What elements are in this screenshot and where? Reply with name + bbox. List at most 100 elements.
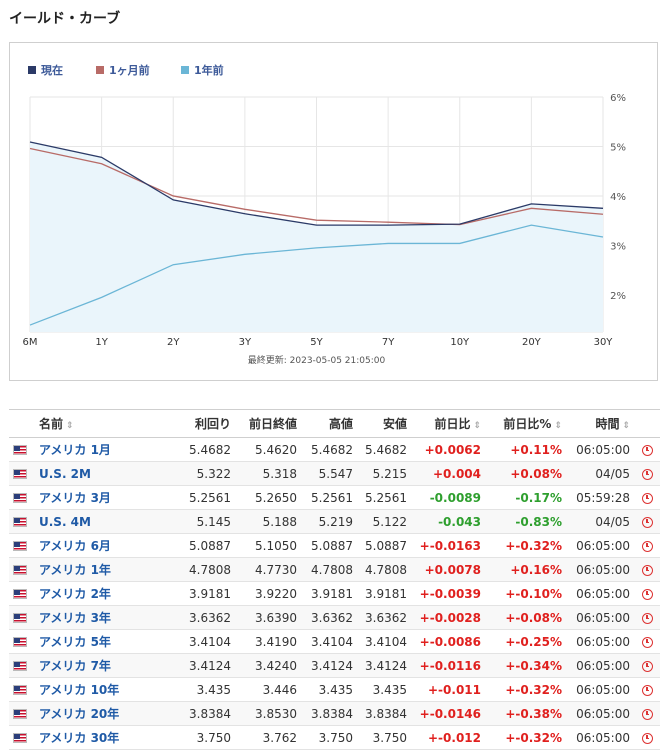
prev-close-cell: 3.4190 (235, 629, 301, 654)
x-tick-label: 1Y (95, 337, 108, 348)
instrument-link[interactable]: アメリカ 10年 (39, 683, 120, 697)
prev-close-cell: 3.4240 (235, 653, 301, 678)
name-cell: アメリカ 20年 (35, 701, 177, 726)
clock-icon[interactable] (641, 444, 653, 456)
low-cell: 5.0887 (357, 533, 411, 558)
us-flag-icon (13, 733, 27, 743)
time-cell: 06:05:00 (566, 677, 634, 702)
col-header-name[interactable]: 名前 ⇕ (35, 409, 177, 438)
clock-cell (634, 509, 660, 534)
legend-label: 現在 (41, 63, 63, 77)
instrument-link[interactable]: アメリカ 3月 (39, 491, 111, 505)
clock-icon[interactable] (641, 564, 653, 576)
instrument-link[interactable]: アメリカ 6月 (39, 539, 111, 553)
change-pct-cell: +-0.25% (485, 629, 566, 654)
time-cell: 04/05 (566, 461, 634, 486)
yield-cell: 3.435 (177, 677, 235, 702)
name-cell: アメリカ 7年 (35, 653, 177, 678)
low-cell: 3.8384 (357, 701, 411, 726)
legend-swatch (96, 66, 104, 74)
col-header-prev-close[interactable]: 前日終値 (235, 409, 301, 438)
flag-cell (9, 701, 35, 726)
instrument-link[interactable]: アメリカ 1年 (39, 563, 111, 577)
yield-cell: 5.0887 (177, 533, 235, 558)
flag-cell (9, 461, 35, 486)
clock-icon[interactable] (641, 612, 653, 624)
low-cell: 5.215 (357, 461, 411, 486)
instrument-link[interactable]: U.S. 4M (39, 514, 91, 529)
time-cell: 06:05:00 (566, 653, 634, 678)
x-tick-label: 3Y (239, 337, 252, 348)
col-header-yield[interactable]: 利回り (177, 409, 235, 438)
clock-icon[interactable] (641, 732, 653, 744)
name-cell: アメリカ 1月 (35, 437, 177, 462)
table-row: アメリカ 6月 5.0887 5.1050 5.0887 5.0887 +-0.0163 +… (9, 533, 660, 558)
clock-cell (634, 653, 660, 678)
instrument-link[interactable]: アメリカ 1月 (39, 443, 111, 457)
high-cell: 4.7808 (301, 557, 357, 582)
low-cell: 5.122 (357, 509, 411, 534)
instrument-link[interactable]: アメリカ 30年 (39, 731, 120, 745)
col-header-low[interactable]: 安値 (357, 409, 411, 438)
instrument-link[interactable]: アメリカ 5年 (39, 635, 111, 649)
flag-cell (9, 485, 35, 510)
clock-icon[interactable] (641, 468, 653, 480)
clock-cell (634, 557, 660, 582)
table-row: アメリカ 7年 3.4124 3.4240 3.4124 3.4124 +-0.0116 +… (9, 653, 660, 678)
clock-icon[interactable] (641, 540, 653, 552)
clock-icon[interactable] (641, 684, 653, 696)
change-cell: +-0.0116 (411, 653, 485, 678)
clock-col-header (634, 409, 660, 438)
table-row: U.S. 4M 5.145 5.188 5.219 5.122 -0.043 -0.83% 0… (9, 509, 660, 534)
col-header-high[interactable]: 高値 (301, 409, 357, 438)
instrument-link[interactable]: アメリカ 2年 (39, 587, 111, 601)
col-header-time[interactable]: 時間 ⇕ (566, 409, 634, 438)
high-cell: 3.8384 (301, 701, 357, 726)
high-cell: 3.4104 (301, 629, 357, 654)
change-cell: +-0.012 (411, 725, 485, 750)
table-row: アメリカ 2年 3.9181 3.9220 3.9181 3.9181 +-0.0039 +… (9, 581, 660, 606)
clock-cell (634, 629, 660, 654)
instrument-link[interactable]: アメリカ 20年 (39, 707, 120, 721)
clock-icon[interactable] (641, 660, 653, 672)
clock-icon[interactable] (641, 588, 653, 600)
col-header-change-pct[interactable]: 前日比% ⇕ (485, 409, 566, 438)
clock-cell (634, 461, 660, 486)
clock-cell (634, 605, 660, 630)
change-pct-cell: +0.08% (485, 461, 566, 486)
change-cell: +-0.0146 (411, 701, 485, 726)
us-flag-icon (13, 493, 27, 503)
us-flag-icon (13, 565, 27, 575)
y-tick-label: 4% (610, 192, 626, 203)
high-cell: 3.435 (301, 677, 357, 702)
clock-icon[interactable] (641, 636, 653, 648)
name-cell: アメリカ 5年 (35, 629, 177, 654)
col-header-change[interactable]: 前日比 ⇕ (411, 409, 485, 438)
y-tick-label: 2% (610, 291, 626, 302)
yield-cell: 3.4104 (177, 629, 235, 654)
clock-icon[interactable] (641, 708, 653, 720)
table-header-row: 名前 ⇕ 利回り 前日終値 高値 安値 前日比 ⇕ 前日比% ⇕ 時間 ⇕ (9, 409, 660, 438)
flag-cell (9, 605, 35, 630)
name-cell: U.S. 2M (35, 461, 177, 486)
us-flag-icon (13, 589, 27, 599)
name-cell: U.S. 4M (35, 509, 177, 534)
change-pct-cell: +-0.34% (485, 653, 566, 678)
table-row: アメリカ 10年 3.435 3.446 3.435 3.435 +-0.011 +-0.3… (9, 677, 660, 702)
instrument-link[interactable]: アメリカ 3年 (39, 611, 111, 625)
high-cell: 3.4124 (301, 653, 357, 678)
instrument-link[interactable]: アメリカ 7年 (39, 659, 111, 673)
clock-icon[interactable] (641, 492, 653, 504)
sort-icon: ⇕ (622, 421, 630, 431)
flag-cell (9, 581, 35, 606)
change-cell: +0.0078 (411, 557, 485, 582)
clock-cell (634, 701, 660, 726)
us-flag-icon (13, 637, 27, 647)
flag-cell (9, 677, 35, 702)
high-cell: 3.6362 (301, 605, 357, 630)
sort-icon: ⇕ (473, 421, 481, 431)
clock-icon[interactable] (641, 516, 653, 528)
instrument-link[interactable]: U.S. 2M (39, 466, 91, 481)
change-pct-cell: -0.17% (485, 485, 566, 510)
time-cell: 06:05:00 (566, 557, 634, 582)
